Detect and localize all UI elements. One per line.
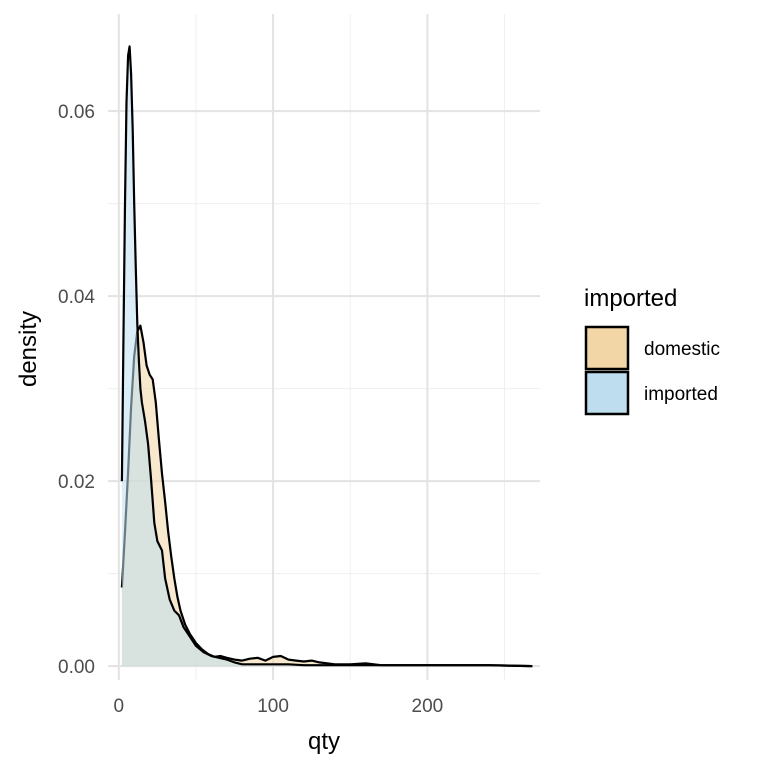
legend-key-domestic [584,325,630,371]
y-axis-ticks: 0.00 0.02 0.04 0.06 [58,102,95,678]
legend: imported domestic imported [584,285,720,416]
density-area-imported [121,46,533,667]
y-axis-title: density [15,311,42,387]
density-areas [120,45,533,668]
legend-label: domestic [644,339,720,360]
density-line-imported [120,45,533,668]
x-tick-label: 200 [412,696,444,717]
x-tick-label: 0 [114,696,125,717]
x-tick-label: 100 [257,696,289,717]
y-tick-label: 0.02 [58,472,95,493]
y-tick-label: 0.06 [58,102,95,123]
legend-label: imported [644,384,718,405]
minor-gridlines [108,14,540,680]
x-axis-ticks: 0 100 200 [114,696,444,717]
density-line-domestic [120,324,533,668]
density-area-domestic [121,325,533,667]
legend-key-imported [584,370,630,416]
y-tick-label: 0.00 [58,657,95,678]
y-tick-label: 0.04 [58,287,95,308]
legend-title: imported [584,285,677,312]
x-axis-title: qty [308,728,340,755]
